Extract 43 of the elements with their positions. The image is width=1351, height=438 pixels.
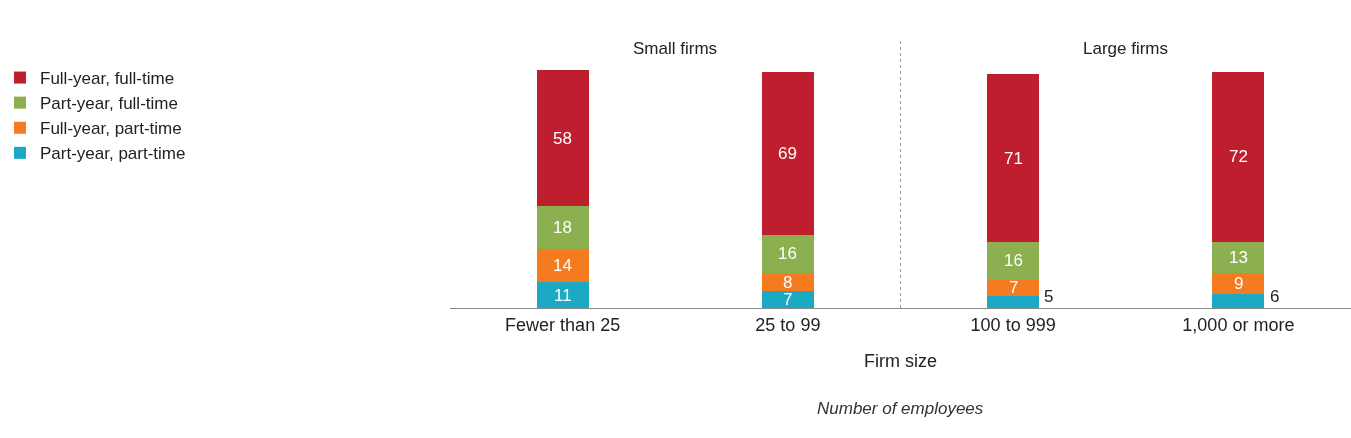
data-label: 71 bbox=[1004, 149, 1023, 168]
data-label: 13 bbox=[1229, 248, 1248, 267]
data-label: 58 bbox=[553, 129, 572, 148]
x-tick-label: 1,000 or more bbox=[1182, 314, 1295, 335]
data-label: 16 bbox=[1004, 251, 1023, 270]
data-label: 7 bbox=[1009, 278, 1019, 297]
bar bbox=[987, 279, 1040, 297]
text: Large firms bbox=[1083, 39, 1169, 58]
data-label: 5 bbox=[1044, 287, 1054, 306]
text: Small firms bbox=[633, 39, 718, 58]
bar bbox=[536, 248, 589, 283]
data-label: 69 bbox=[778, 144, 797, 163]
data-label: 11 bbox=[554, 286, 572, 305]
x-tick-label: Fewer than 25 bbox=[505, 314, 621, 335]
text: Number of employees bbox=[817, 399, 984, 418]
legend-label: Part-year, full-time bbox=[40, 94, 178, 114]
bar bbox=[761, 71, 814, 235]
data-label: 14 bbox=[553, 256, 572, 275]
bar bbox=[1212, 241, 1265, 273]
data-label: 18 bbox=[553, 218, 572, 237]
data-label: 16 bbox=[778, 244, 797, 263]
data-label: 7 bbox=[783, 290, 793, 309]
x-axis-title: Firm size bbox=[864, 350, 937, 371]
data-label: 8 bbox=[783, 273, 793, 292]
bar bbox=[536, 282, 589, 308]
bar bbox=[987, 296, 1040, 308]
bar bbox=[1212, 293, 1265, 308]
data-label: 72 bbox=[1229, 147, 1248, 166]
data-label: 6 bbox=[1270, 287, 1280, 306]
x-tick-label: 25 to 99 bbox=[755, 314, 821, 335]
bar bbox=[987, 74, 1040, 242]
legend-label: Part-year, part-time bbox=[40, 144, 186, 164]
data-label: 9 bbox=[1234, 274, 1244, 293]
legend-label: Full-year, full-time bbox=[40, 69, 175, 89]
x-tick-label: 100 to 999 bbox=[970, 314, 1056, 335]
bar bbox=[536, 206, 589, 249]
bar bbox=[1212, 71, 1265, 242]
bar bbox=[761, 291, 814, 308]
legend-label: Full-year, part-time bbox=[40, 119, 182, 139]
bar bbox=[761, 234, 814, 273]
bar bbox=[1212, 272, 1265, 294]
bar bbox=[536, 69, 589, 207]
bar bbox=[987, 241, 1040, 280]
